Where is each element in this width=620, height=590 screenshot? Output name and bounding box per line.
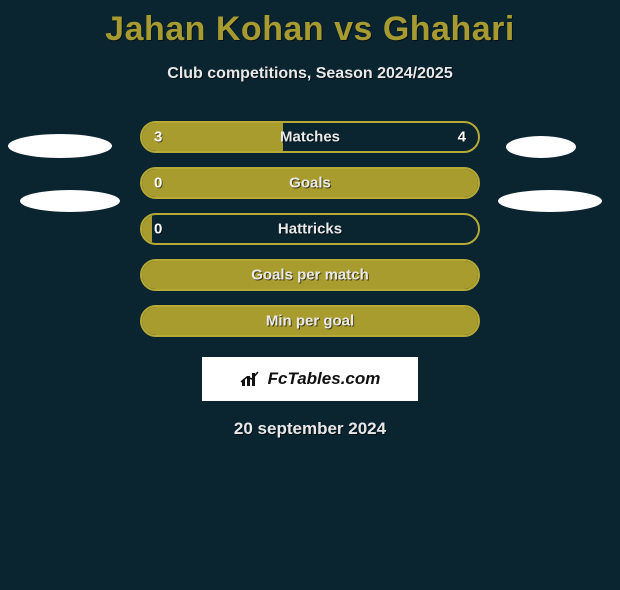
brand-card: FcTables.com — [202, 357, 418, 401]
stat-left-value: 0 — [154, 175, 162, 192]
stat-label: Matches — [280, 129, 340, 146]
stat-left-value: 3 — [154, 129, 162, 146]
stat-row-matches: 3 4 Matches — [140, 121, 480, 153]
stat-left-value: 0 — [154, 221, 162, 238]
brand-logo: FcTables.com — [240, 369, 381, 389]
page-title: Jahan Kohan vs Ghahari — [0, 10, 620, 49]
stat-label: Hattricks — [278, 221, 342, 238]
decor-ellipse — [20, 190, 120, 212]
footer-date: 20 september 2024 — [0, 419, 620, 439]
stat-label: Goals — [289, 175, 331, 192]
bar-fill — [142, 123, 283, 151]
page-subtitle: Club competitions, Season 2024/2025 — [0, 65, 620, 83]
stat-label: Min per goal — [266, 313, 354, 330]
stat-row-hattricks: 0 Hattricks — [140, 213, 480, 245]
decor-ellipse — [506, 136, 576, 158]
stat-right-value: 4 — [458, 129, 466, 146]
decor-ellipse — [8, 134, 112, 158]
bar-fill — [142, 215, 152, 243]
stat-row-goals-per-match: Goals per match — [140, 259, 480, 291]
decor-ellipse — [498, 190, 602, 212]
brand-text: FcTables.com — [268, 369, 381, 389]
stat-label: Goals per match — [251, 267, 369, 284]
stat-row-min-per-goal: Min per goal — [140, 305, 480, 337]
stat-row-goals: 0 Goals — [140, 167, 480, 199]
brand-chart-icon — [240, 370, 262, 388]
